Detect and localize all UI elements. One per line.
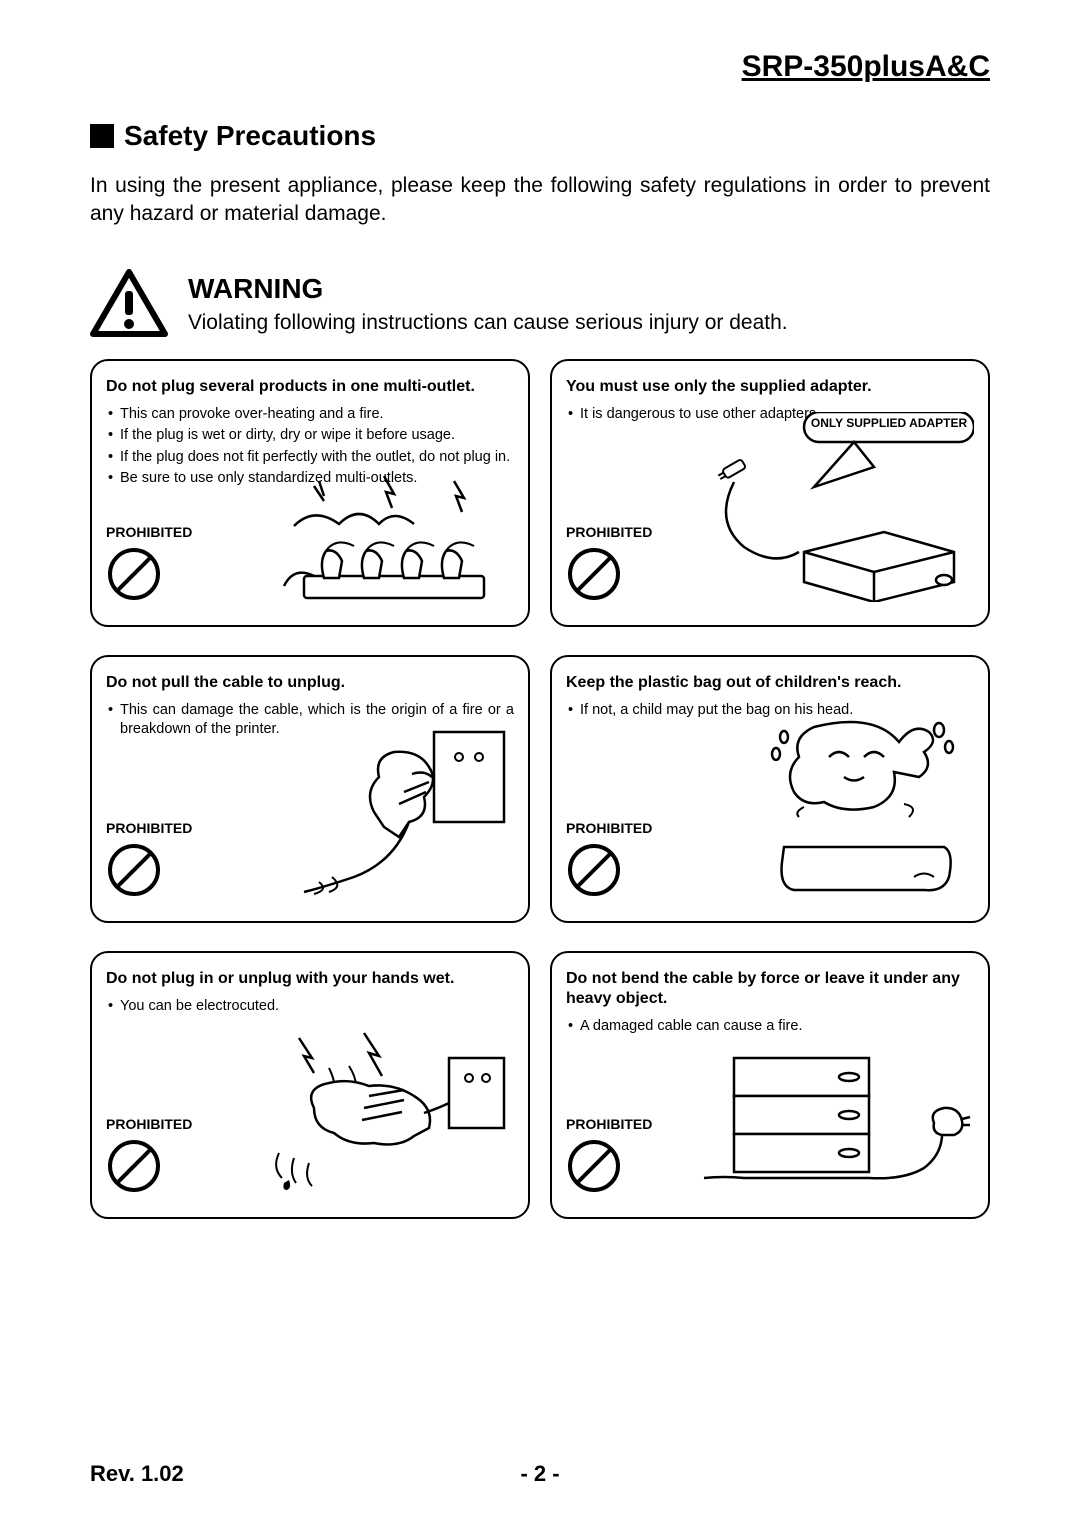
panel-multi-outlet: Do not plug several products in one mult… <box>90 359 530 627</box>
warning-title: WARNING <box>188 273 788 305</box>
section-title-text: Safety Precautions <box>124 120 376 152</box>
panel-title: Keep the plastic bag out of children's r… <box>566 673 974 693</box>
prohibited-block: PROHIBITED <box>566 1116 652 1199</box>
illustration-child-bag <box>724 712 974 907</box>
panel-grid: Do not plug several products in one mult… <box>90 359 990 1219</box>
warning-text: WARNING Violating following instructions… <box>188 273 788 335</box>
prohibited-label: PROHIBITED <box>106 820 192 836</box>
panel-title: Do not bend the cable by force or leave … <box>566 969 974 1009</box>
prohibited-label: PROHIBITED <box>106 524 192 540</box>
panel-title: Do not plug in or unplug with your hands… <box>106 969 514 989</box>
prohibited-icon <box>106 842 162 898</box>
prohibited-icon <box>106 546 162 602</box>
panel-pull-cable: Do not pull the cable to unplug. This ca… <box>90 655 530 923</box>
panel-bend-cable: Do not bend the cable by force or leave … <box>550 951 990 1219</box>
bullet: If the plug is wet or dirty, dry or wipe… <box>106 426 514 446</box>
prohibited-label: PROHIBITED <box>566 1116 652 1132</box>
bullet: A damaged cable can cause a fire. <box>566 1017 974 1037</box>
bullet: This can provoke over-heating and a fire… <box>106 405 514 425</box>
warning-triangle-icon <box>90 269 168 339</box>
footer-rev: Rev. 1.02 <box>90 1461 184 1487</box>
warning-block: WARNING Violating following instructions… <box>90 269 990 339</box>
panel-supplied-adapter: You must use only the supplied adapter. … <box>550 359 990 627</box>
illustration-adapter: ONLY SUPPLIED ADAPTER <box>704 412 974 607</box>
bullet: You can be electrocuted. <box>106 997 514 1017</box>
panel-bullets: A damaged cable can cause a fire. <box>566 1017 974 1037</box>
prohibited-icon <box>566 842 622 898</box>
intro-text: In using the present appliance, please k… <box>90 172 990 229</box>
panel-title: Do not plug several products in one mult… <box>106 377 514 397</box>
prohibited-block: PROHIBITED <box>566 820 652 903</box>
panel-wet-hands: Do not plug in or unplug with your hands… <box>90 951 530 1219</box>
illustration-heavy-object <box>694 1038 974 1203</box>
illustration-wet-hands <box>254 1028 514 1203</box>
illustration-pull-cable <box>284 722 514 907</box>
callout-text: ONLY SUPPLIED ADAPTER <box>809 416 969 430</box>
prohibited-icon <box>566 1138 622 1194</box>
prohibited-icon <box>106 1138 162 1194</box>
panel-bullets: You can be electrocuted. <box>106 997 514 1017</box>
prohibited-block: PROHIBITED <box>106 820 192 903</box>
panel-title: Do not pull the cable to unplug. <box>106 673 514 693</box>
prohibited-label: PROHIBITED <box>566 524 652 540</box>
panel-title: You must use only the supplied adapter. <box>566 377 974 397</box>
product-header: SRP-350plusA&C <box>90 50 990 84</box>
prohibited-block: PROHIBITED <box>566 524 652 607</box>
prohibited-block: PROHIBITED <box>106 524 192 607</box>
prohibited-label: PROHIBITED <box>566 820 652 836</box>
footer: Rev. 1.02 - 2 - <box>90 1461 990 1487</box>
panel-plastic-bag: Keep the plastic bag out of children's r… <box>550 655 990 923</box>
prohibited-icon <box>566 546 622 602</box>
bullet: If the plug does not fit perfectly with … <box>106 448 514 468</box>
footer-page: - 2 - <box>520 1461 559 1487</box>
prohibited-label: PROHIBITED <box>106 1116 192 1132</box>
illustration-power-strip <box>264 466 514 611</box>
warning-subtitle: Violating following instructions can cau… <box>188 311 788 335</box>
section-title: Safety Precautions <box>90 120 990 152</box>
prohibited-block: PROHIBITED <box>106 1116 192 1199</box>
